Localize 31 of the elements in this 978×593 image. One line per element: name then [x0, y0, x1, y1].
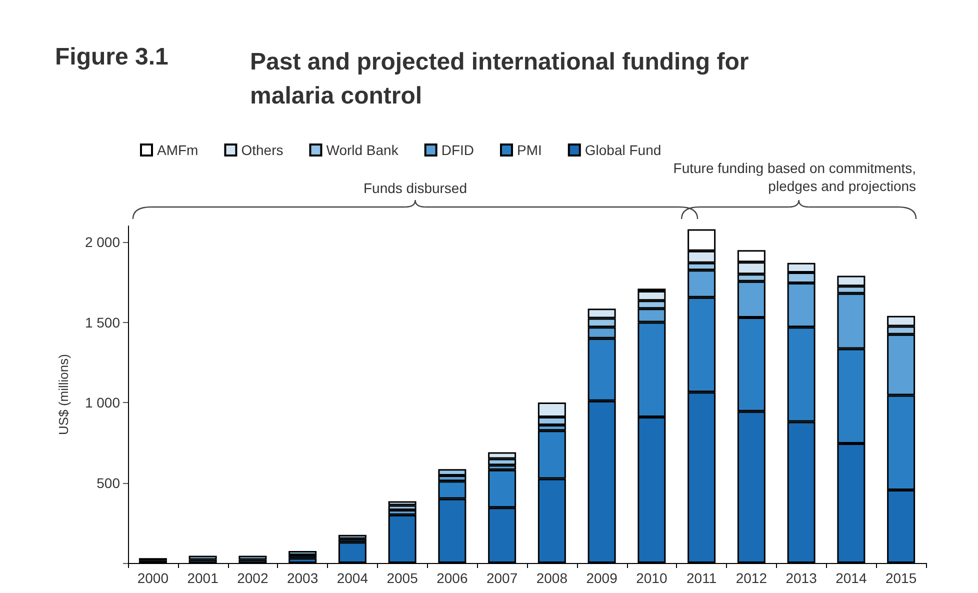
- x-tick-label: 2015: [885, 570, 917, 586]
- x-tick-label: 2004: [336, 570, 368, 586]
- x-tick-label: 2014: [836, 570, 867, 586]
- x-tick-label: 2007: [486, 570, 518, 586]
- x-tick-label: 2006: [436, 570, 468, 586]
- chart-subtitle: Past and projected international funding for malaria control: [250, 48, 756, 110]
- y-tick-label: 1 500: [84, 314, 120, 330]
- x-tick-label: 2012: [736, 570, 768, 586]
- x-tick-label: 2010: [636, 570, 668, 586]
- x-tick-label: 2001: [187, 570, 219, 586]
- y-tick-label: 500: [96, 474, 120, 491]
- text: Future funding based on commitments, pledges and projections: [673, 160, 916, 194]
- legend-label: Others: [241, 142, 284, 158]
- x-tick-label: 2011: [686, 570, 717, 586]
- legend-label: DFID: [441, 142, 474, 158]
- x-tick-label: 2003: [286, 570, 318, 586]
- chart-title: Figure 3.1: [55, 44, 168, 70]
- y-tick-label: 1 000: [84, 394, 120, 411]
- legend-label: PMI: [516, 142, 542, 158]
- legend-label: World Bank: [326, 142, 400, 158]
- x-tick-label: 2008: [536, 570, 568, 586]
- x-tick-label: 2002: [237, 570, 268, 586]
- x-tick-label: 2009: [586, 570, 618, 586]
- x-tick-label: 2000: [137, 570, 169, 586]
- legend-label: AMFm: [157, 142, 198, 158]
- y-axis-title: US$ (millions): [56, 354, 71, 435]
- x-tick-label: 2013: [786, 570, 818, 586]
- legend-label: Global Fund: [584, 142, 662, 158]
- y-tick-label: 2 000: [84, 234, 120, 250]
- x-tick-label: 2005: [386, 570, 418, 586]
- text: Funds disbursed: [363, 180, 468, 196]
